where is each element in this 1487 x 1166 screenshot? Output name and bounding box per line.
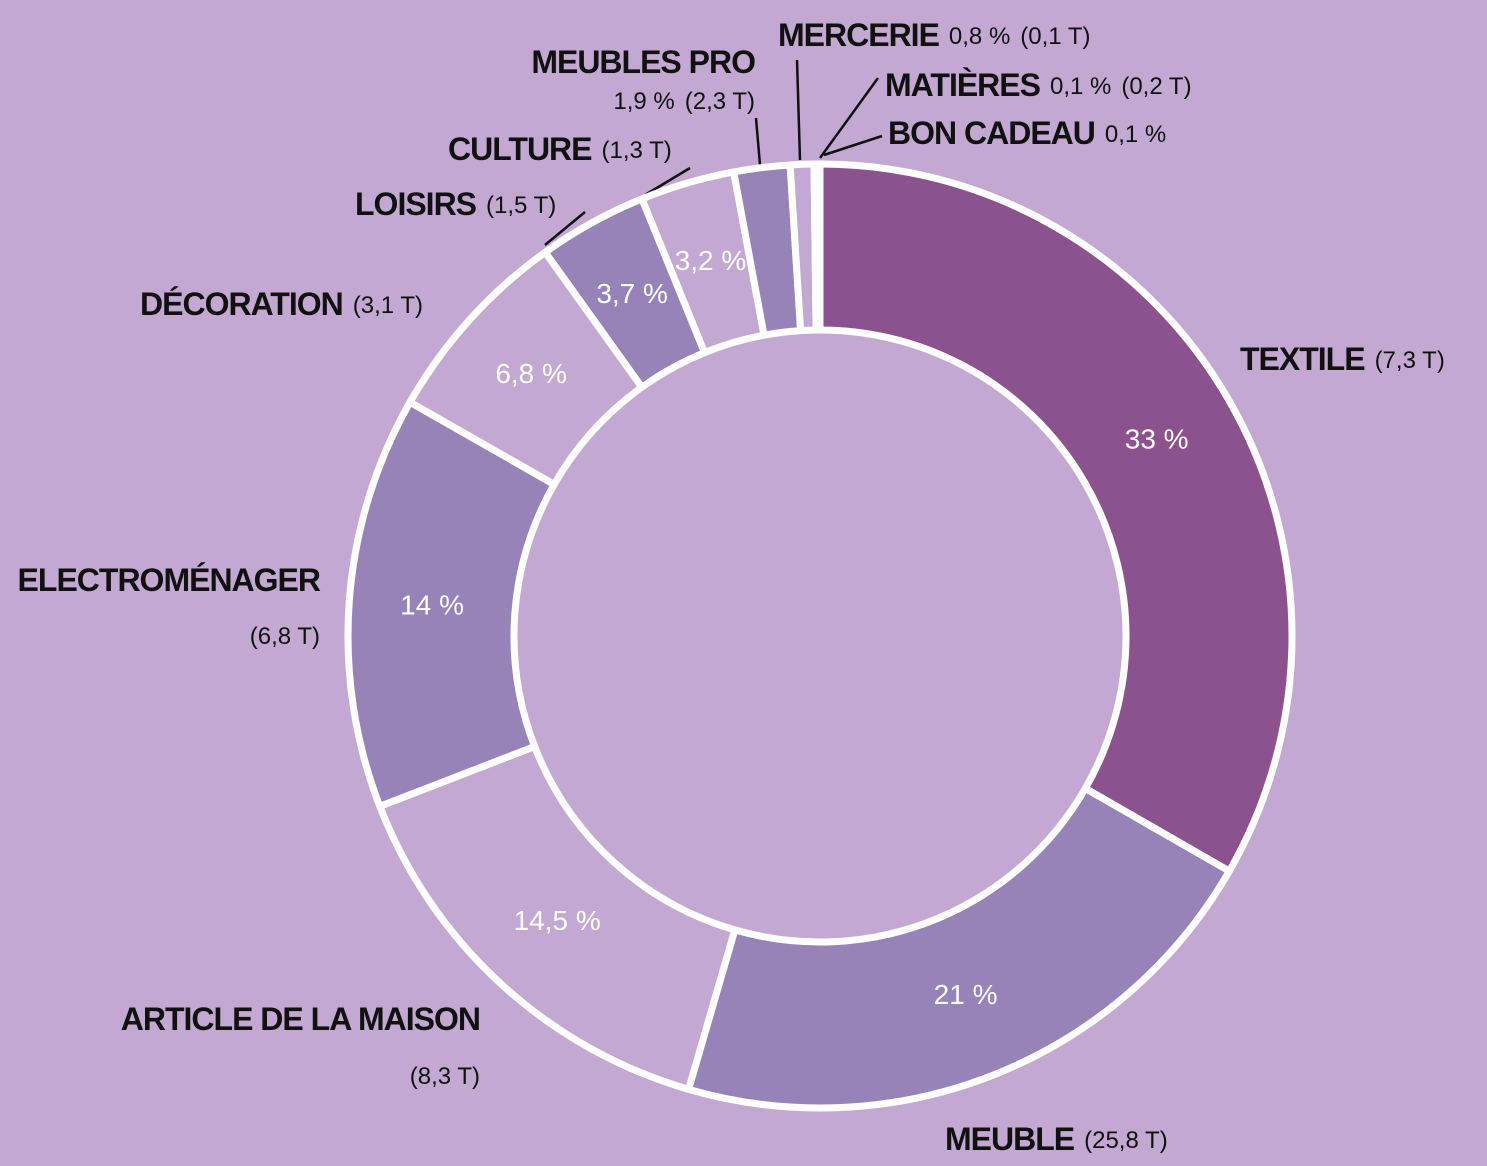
category-label: TEXTILE bbox=[1240, 341, 1365, 377]
category-label: DÉCORATION bbox=[140, 286, 343, 322]
label: MERCERIE 0,8 % (0,1 T) bbox=[778, 17, 1091, 53]
label: (6,8 T) bbox=[250, 623, 320, 650]
label: CULTURE (1,3 T) bbox=[448, 131, 672, 167]
tonnage-label: (0,1 T) bbox=[1020, 23, 1090, 50]
leader-line bbox=[818, 77, 880, 159]
donut-slice bbox=[813, 160, 824, 334]
label: MEUBLE (25,8 T) bbox=[945, 1121, 1168, 1157]
donut-slice bbox=[685, 784, 1233, 1112]
donut-slice bbox=[816, 160, 1296, 875]
leader-line bbox=[823, 134, 883, 157]
percent-label: 0,1 % bbox=[1105, 121, 1166, 148]
leader-line bbox=[795, 59, 802, 161]
label: TEXTILE (7,3 T) bbox=[1240, 341, 1445, 377]
percent-label: 1,9 % bbox=[613, 88, 674, 115]
category-label: CULTURE bbox=[448, 131, 592, 167]
label: BON CADEAU 0,1 % bbox=[888, 115, 1166, 151]
category-label: MEUBLE bbox=[945, 1121, 1075, 1157]
label: ELECTROMÉNAGER bbox=[18, 562, 321, 598]
tonnage-label: (6,8 T) bbox=[250, 623, 320, 650]
label: LOISIRS (1,5 T) bbox=[355, 186, 556, 222]
percent-label: 3,2 % bbox=[675, 245, 747, 276]
label: (8,3 T) bbox=[410, 1063, 480, 1090]
category-label: ELECTROMÉNAGER bbox=[18, 562, 321, 598]
category-label: MEUBLES PRO bbox=[531, 44, 755, 80]
percent-label: 14 % bbox=[400, 589, 464, 620]
label: DÉCORATION (3,1 T) bbox=[140, 286, 423, 322]
tonnage-label: (7,3 T) bbox=[1375, 347, 1445, 374]
category-label: MATIÈRES bbox=[885, 67, 1041, 103]
leader-line bbox=[644, 166, 691, 197]
percent-label: 6,8 % bbox=[495, 358, 567, 389]
category-label: MERCERIE bbox=[778, 17, 940, 53]
leader-line bbox=[544, 211, 586, 246]
percent-label: 14,5 % bbox=[514, 905, 601, 936]
label: ARTICLE DE LA MAISON bbox=[121, 1001, 480, 1037]
category-label: BON CADEAU bbox=[888, 115, 1095, 151]
leader-line bbox=[754, 117, 762, 166]
category-label: ARTICLE DE LA MAISON bbox=[121, 1001, 480, 1037]
percent-label: 0,1 % bbox=[1050, 73, 1111, 100]
percent-label: 0,8 % bbox=[949, 23, 1010, 50]
tonnage-label: (2,3 T) bbox=[685, 88, 755, 115]
percent-label: 3,7 % bbox=[596, 278, 668, 309]
label: MATIÈRES 0,1 % (0,2 T) bbox=[885, 67, 1192, 103]
tonnage-label: (8,3 T) bbox=[410, 1063, 480, 1090]
tonnage-label: (3,1 T) bbox=[353, 292, 423, 319]
leader-lines bbox=[544, 59, 883, 246]
tonnage-label: (1,3 T) bbox=[602, 137, 672, 164]
percent-label: 33 % bbox=[1125, 424, 1189, 455]
label: MEUBLES PRO bbox=[531, 44, 755, 80]
donut-slice bbox=[344, 398, 558, 810]
label: 1,9 % (2,3 T) bbox=[613, 88, 755, 115]
category-label: LOISIRS bbox=[355, 186, 477, 222]
percent-label: 21 % bbox=[934, 979, 998, 1010]
tonnage-label: (0,2 T) bbox=[1121, 73, 1191, 100]
tonnage-label: (1,5 T) bbox=[486, 192, 556, 219]
tonnage-label: (25,8 T) bbox=[1084, 1127, 1168, 1154]
